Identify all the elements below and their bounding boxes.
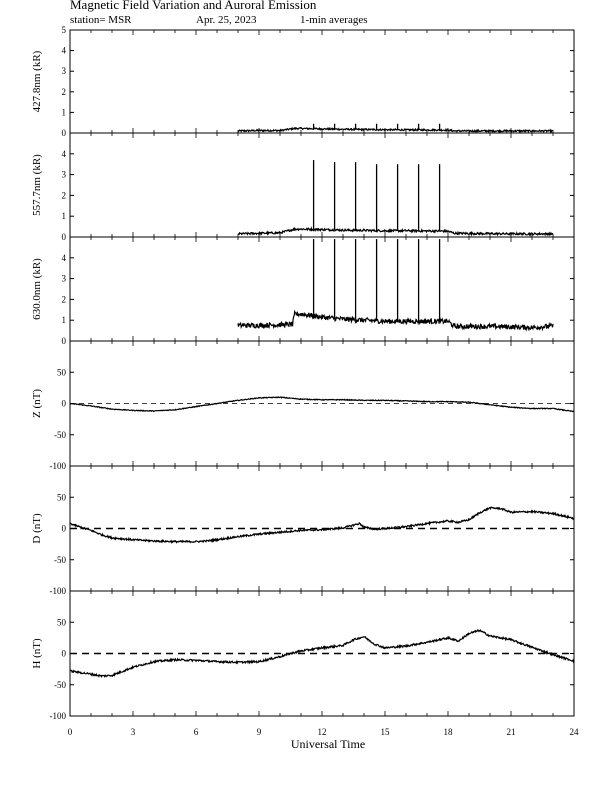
p4278-frame (69, 29, 575, 134)
pZ-ytick-label: -100 (50, 461, 67, 471)
p5577-frame (69, 132, 575, 238)
p6300-series-line (237, 309, 554, 332)
p5577-ytick-label: 2 (62, 190, 67, 200)
pD-ytick-label: 50 (57, 492, 67, 502)
xtick-label: 9 (257, 727, 262, 737)
date-label: Apr. 25, 2023 (196, 14, 257, 26)
p5577-ytick-label: 0 (62, 232, 67, 242)
pZ-series-line (69, 396, 575, 413)
p6300-ytick-label: 2 (62, 294, 67, 304)
p6300-ytick-label: 1 (62, 315, 67, 325)
pH-ytick-label: -100 (50, 711, 67, 721)
p4278-ytick-label: 4 (62, 46, 67, 56)
pD-series-line (69, 506, 574, 544)
pZ-ytick-label: -50 (54, 430, 66, 440)
p4278-ylabel: 427.8nm (kR) (31, 50, 43, 112)
xtick-label: 0 (68, 727, 73, 737)
p6300-ytick-label: 3 (62, 274, 67, 284)
xtick-label: 3 (131, 727, 136, 737)
xtick-label: 6 (194, 727, 199, 737)
pD-ytick-label: -100 (50, 586, 67, 596)
averaging-label: 1-min averages (300, 14, 368, 26)
p4278-ytick-label: 1 (62, 107, 67, 117)
pZ-ylabel: Z (nT) (31, 389, 43, 418)
pH-ytick-label: 50 (57, 617, 67, 627)
p6300-ytick-label: 4 (62, 253, 67, 263)
xtick-label: 18 (444, 727, 454, 737)
xtick-label: 24 (570, 727, 580, 737)
x-axis-label: Universal Time (291, 737, 365, 751)
pH-ytick-label: -50 (54, 680, 66, 690)
pZ-ytick-label: 50 (57, 367, 67, 377)
p5577-ytick-label: 3 (62, 170, 67, 180)
p4278-ytick-label: 3 (62, 66, 67, 76)
p5577-ylabel: 557.7nm (kR) (31, 154, 43, 216)
pD-ylabel: D (nT) (31, 513, 43, 544)
pH-ylabel: H (nT) (31, 638, 43, 669)
station-label: station= MSR (70, 14, 132, 26)
pD-ytick-label: -50 (54, 555, 66, 565)
pZ-ytick-label: 0 (62, 399, 67, 409)
p4278-ytick-label: 5 (62, 25, 67, 35)
xtick-label: 15 (381, 727, 391, 737)
pH-ytick-label: 0 (62, 649, 67, 659)
p5577-ytick-label: 1 (62, 211, 67, 221)
p6300-ylabel: 630.0nm (kR) (31, 258, 43, 320)
xtick-label: 12 (318, 727, 327, 737)
chart-title: Magnetic Field Variation and Auroral Emi… (70, 0, 317, 12)
p4278-ytick-label: 2 (62, 87, 67, 97)
p6300-ytick-label: 0 (62, 336, 67, 346)
p5577-series-line (237, 226, 554, 237)
pH-series-line (69, 628, 575, 678)
p4278-ytick-label: 0 (62, 128, 67, 138)
xtick-label: 21 (507, 727, 516, 737)
pD-ytick-label: 0 (62, 524, 67, 534)
p4278-series-line (237, 126, 554, 134)
p5577-ytick-label: 4 (62, 149, 67, 159)
